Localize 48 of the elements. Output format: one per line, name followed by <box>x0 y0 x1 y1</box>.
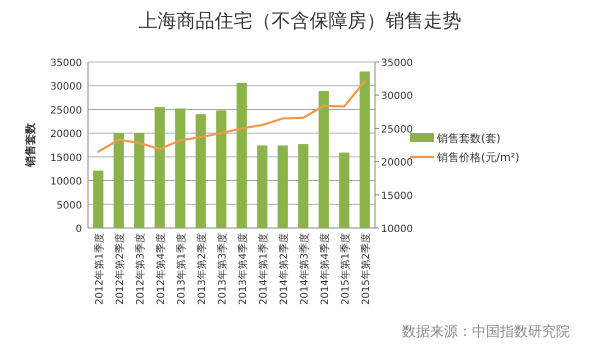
x-tick-label: 2013年第3季度 <box>216 233 228 305</box>
y2-tick-label: 35000 <box>381 58 413 69</box>
x-tick-label: 2013年第4季度 <box>236 233 249 305</box>
bar <box>196 114 206 228</box>
legend-label: 销售套数(套) <box>436 132 501 145</box>
y-tick-label: 5000 <box>56 200 82 212</box>
legend-label: 销售价格(元/m²) <box>436 151 520 164</box>
x-tick-label: 2012年第2季度 <box>114 233 126 305</box>
y-axis-title: 销售套数 <box>24 122 37 168</box>
x-tick-label: 2013年第1季度 <box>175 233 188 305</box>
x-tick-label: 2015年第1季度 <box>339 233 352 305</box>
bar <box>154 107 165 228</box>
y-tick-label: 30000 <box>50 82 82 93</box>
bar <box>318 90 329 228</box>
x-tick-label: 2014年第1季度 <box>257 233 270 305</box>
y-tick-label: 15000 <box>50 152 82 164</box>
source-note: 数据来源：中国指数研究院 <box>402 324 570 340</box>
x-tick-label: 2014年第2季度 <box>278 233 290 305</box>
y2-tick-label: 25000 <box>381 124 413 136</box>
bar <box>360 71 370 228</box>
y-tick-label: 35000 <box>50 58 82 69</box>
bar <box>175 108 186 228</box>
bar <box>93 170 104 228</box>
y-tick-label: 10000 <box>50 176 82 188</box>
y2-tick-label: 15000 <box>381 190 413 202</box>
y2-tick-label: 20000 <box>381 158 413 169</box>
y-tick-label: 0 <box>76 224 82 235</box>
bar <box>257 145 268 228</box>
y2-tick-label: 10000 <box>381 224 413 235</box>
x-tick-label: 2013年第2季度 <box>196 233 208 305</box>
x-tick-label: 2012年第4季度 <box>154 233 167 305</box>
chart-title: 上海商品住宅（不含保障房）销售走势 <box>138 10 462 32</box>
bar <box>298 144 308 228</box>
bar <box>236 82 247 228</box>
y-tick-label: 25000 <box>50 105 82 116</box>
x-tick-label: 2012年第1季度 <box>93 233 106 305</box>
bar <box>134 133 144 228</box>
bar <box>339 152 350 228</box>
bar <box>216 110 226 228</box>
x-tick-label: 2015年第2季度 <box>360 233 372 305</box>
bar <box>278 145 288 228</box>
line-series <box>97 80 366 153</box>
bar <box>114 133 124 228</box>
y2-tick-label: 30000 <box>381 91 413 102</box>
x-tick-label: 2014年第3季度 <box>298 233 310 305</box>
x-tick-label: 2014年第4季度 <box>318 233 331 305</box>
y-tick-label: 20000 <box>50 129 82 140</box>
x-tick-label: 2012年第3季度 <box>134 233 146 305</box>
